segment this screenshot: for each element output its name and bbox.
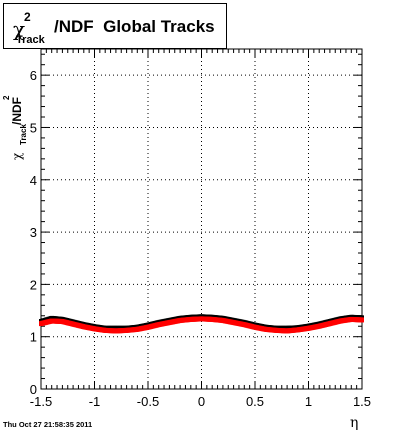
y-axis-label-superscript: 2 <box>2 95 11 100</box>
x-tick-label: 1 <box>305 394 312 409</box>
y-tick-label: 3 <box>30 225 37 240</box>
title-chi-symbol: χ <box>13 17 26 41</box>
x-tick-label: 0.5 <box>246 394 264 409</box>
x-axis-label: η <box>350 415 359 431</box>
y-tick-label: 4 <box>30 173 37 188</box>
series-1 <box>39 316 364 334</box>
x-tick-label: -1.5 <box>30 394 52 409</box>
y-tick-label: 6 <box>30 68 37 83</box>
y-axis-label: /NDF 2 χ Track <box>0 96 28 180</box>
chart-title-box: χ 2 Track /NDF Global Tracks <box>3 3 227 49</box>
y-axis-label-chi-symbol: χ <box>10 152 24 160</box>
x-tick-label: -1 <box>89 394 101 409</box>
chart-title: /NDF Global Tracks <box>54 17 215 36</box>
y-tick-label: 1 <box>30 330 37 345</box>
y-tick-label: 0 <box>30 382 37 397</box>
y-axis-label-subscript: Track <box>19 124 28 145</box>
title-subscript: Track <box>16 34 45 46</box>
x-tick-label: 1.5 <box>353 394 371 409</box>
title-superscript: 2 <box>24 10 31 24</box>
y-tick-label: 5 <box>30 120 37 135</box>
x-tick-label: 0 <box>198 394 205 409</box>
data-point <box>360 317 364 323</box>
x-tick-label: -0.5 <box>137 394 159 409</box>
y-axis-label-text: /NDF <box>10 97 24 125</box>
timestamp-footer: Thu Oct 27 21:58:35 2011 <box>3 420 93 429</box>
y-tick-label: 2 <box>30 277 37 292</box>
